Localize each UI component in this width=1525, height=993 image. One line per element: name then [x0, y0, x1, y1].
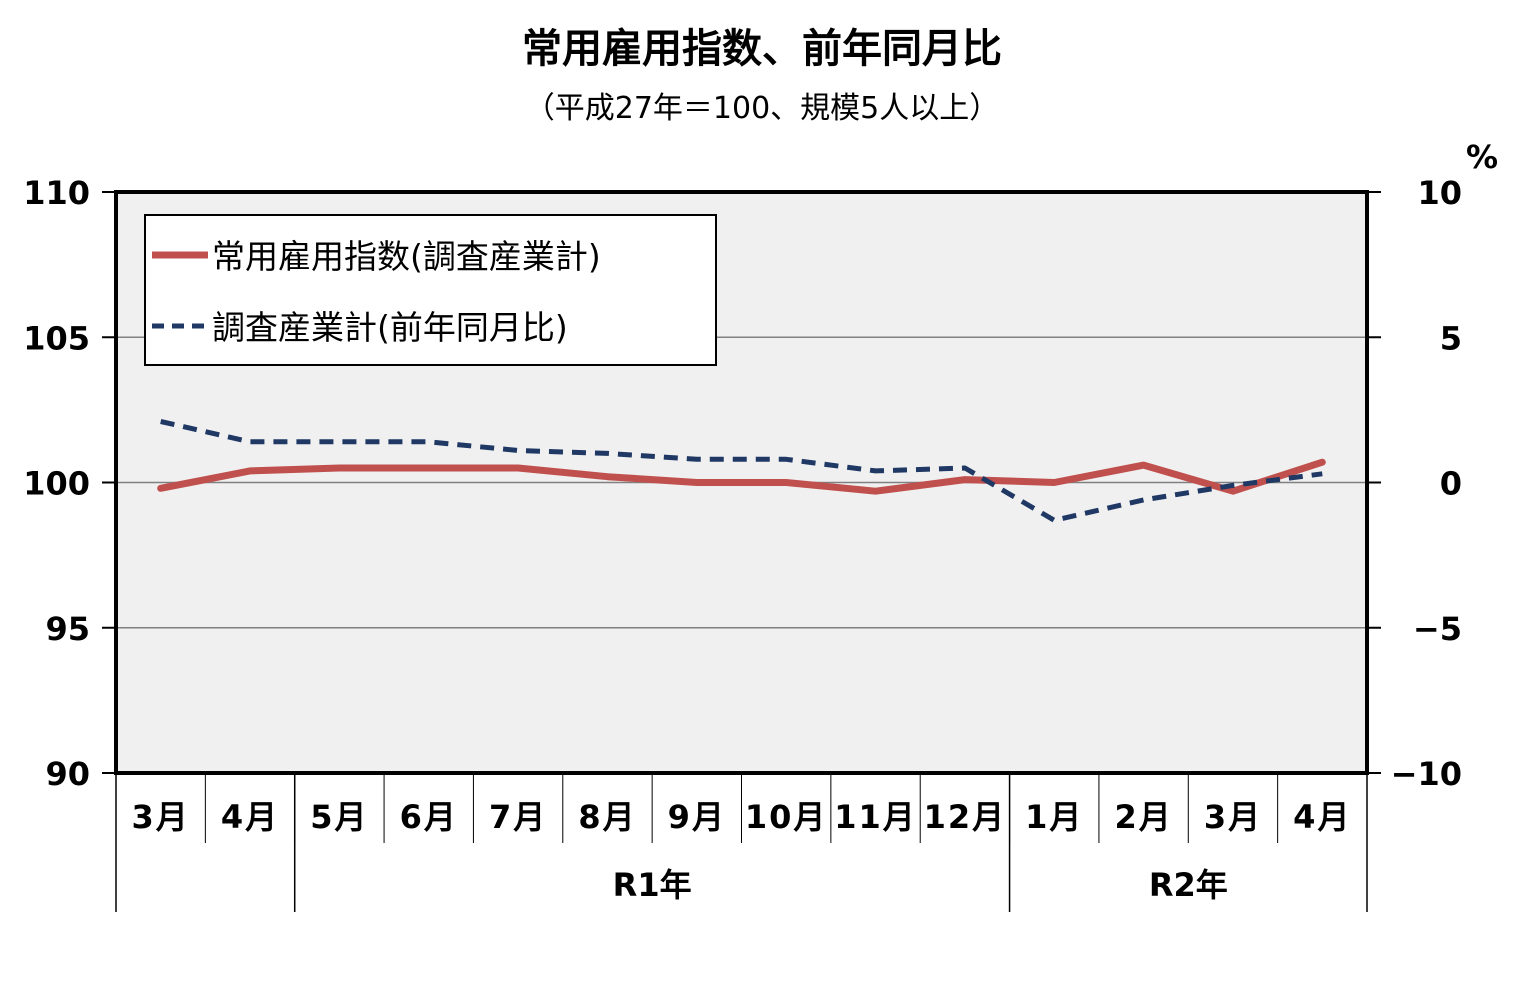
x-tick-label: 1月	[1025, 798, 1083, 836]
x-tick-label: 2月	[1114, 798, 1172, 836]
legend-box	[144, 214, 717, 366]
y-left-tick-label: 95	[45, 610, 90, 648]
x-tick-label: 5月	[310, 798, 368, 836]
x-group-label: R2年	[1149, 866, 1228, 904]
right-axis-unit: %	[1466, 138, 1498, 176]
y-right-tick-label: −5	[1413, 610, 1462, 648]
series-layer	[157, 419, 1326, 523]
series-line-index	[157, 458, 1326, 495]
legend: 常用雇用指数(調査産業計) 調査産業計(前年同月比)	[144, 214, 717, 366]
x-tick-label: 4月	[1293, 798, 1351, 836]
y-right-tick-label: 5	[1440, 319, 1462, 357]
x-tick-label: 3月	[132, 798, 190, 836]
legend-label-index: 常用雇用指数(調査産業計)	[212, 237, 601, 276]
x-group-label: R1年	[613, 866, 692, 904]
axis-ticks: 90 95 100 105 110 −10 −5 0 5 10	[23, 174, 1462, 793]
y-left-tick-label: 90	[45, 755, 90, 793]
x-tick-label: 3月	[1204, 798, 1262, 836]
x-tick-label: 6月	[400, 798, 458, 836]
legend-label-yoy: 調査産業計(前年同月比)	[212, 308, 568, 347]
x-axis: 3月 4月 5月 6月 7月 8月 9月 10月 11月 12月 1月 2月 3月 4月 R1年 R2年	[115, 773, 1368, 912]
chart-title: 常用雇用指数、前年同月比	[522, 26, 1002, 72]
x-tick-label: 10月	[745, 798, 828, 836]
y-right-tick-label: 0	[1440, 465, 1462, 503]
chart-subtitle: （平成27年＝100、規模5人以上）	[525, 91, 1000, 126]
x-tick-label: 11月	[834, 798, 917, 836]
y-left-tick-label: 110	[23, 174, 90, 212]
y-right-tick-label: 10	[1417, 174, 1462, 212]
x-tick-label: 8月	[578, 798, 636, 836]
y-left-tick-label: 100	[23, 465, 90, 503]
x-tick-label: 9月	[668, 798, 726, 836]
y-left-tick-label: 105	[23, 319, 90, 357]
x-tick-label: 12月	[924, 798, 1007, 836]
series-line-yoy	[160, 419, 1323, 523]
x-tick-label: 7月	[489, 798, 547, 836]
x-tick-label: 4月	[221, 798, 279, 836]
y-right-tick-label: −10	[1391, 755, 1462, 793]
